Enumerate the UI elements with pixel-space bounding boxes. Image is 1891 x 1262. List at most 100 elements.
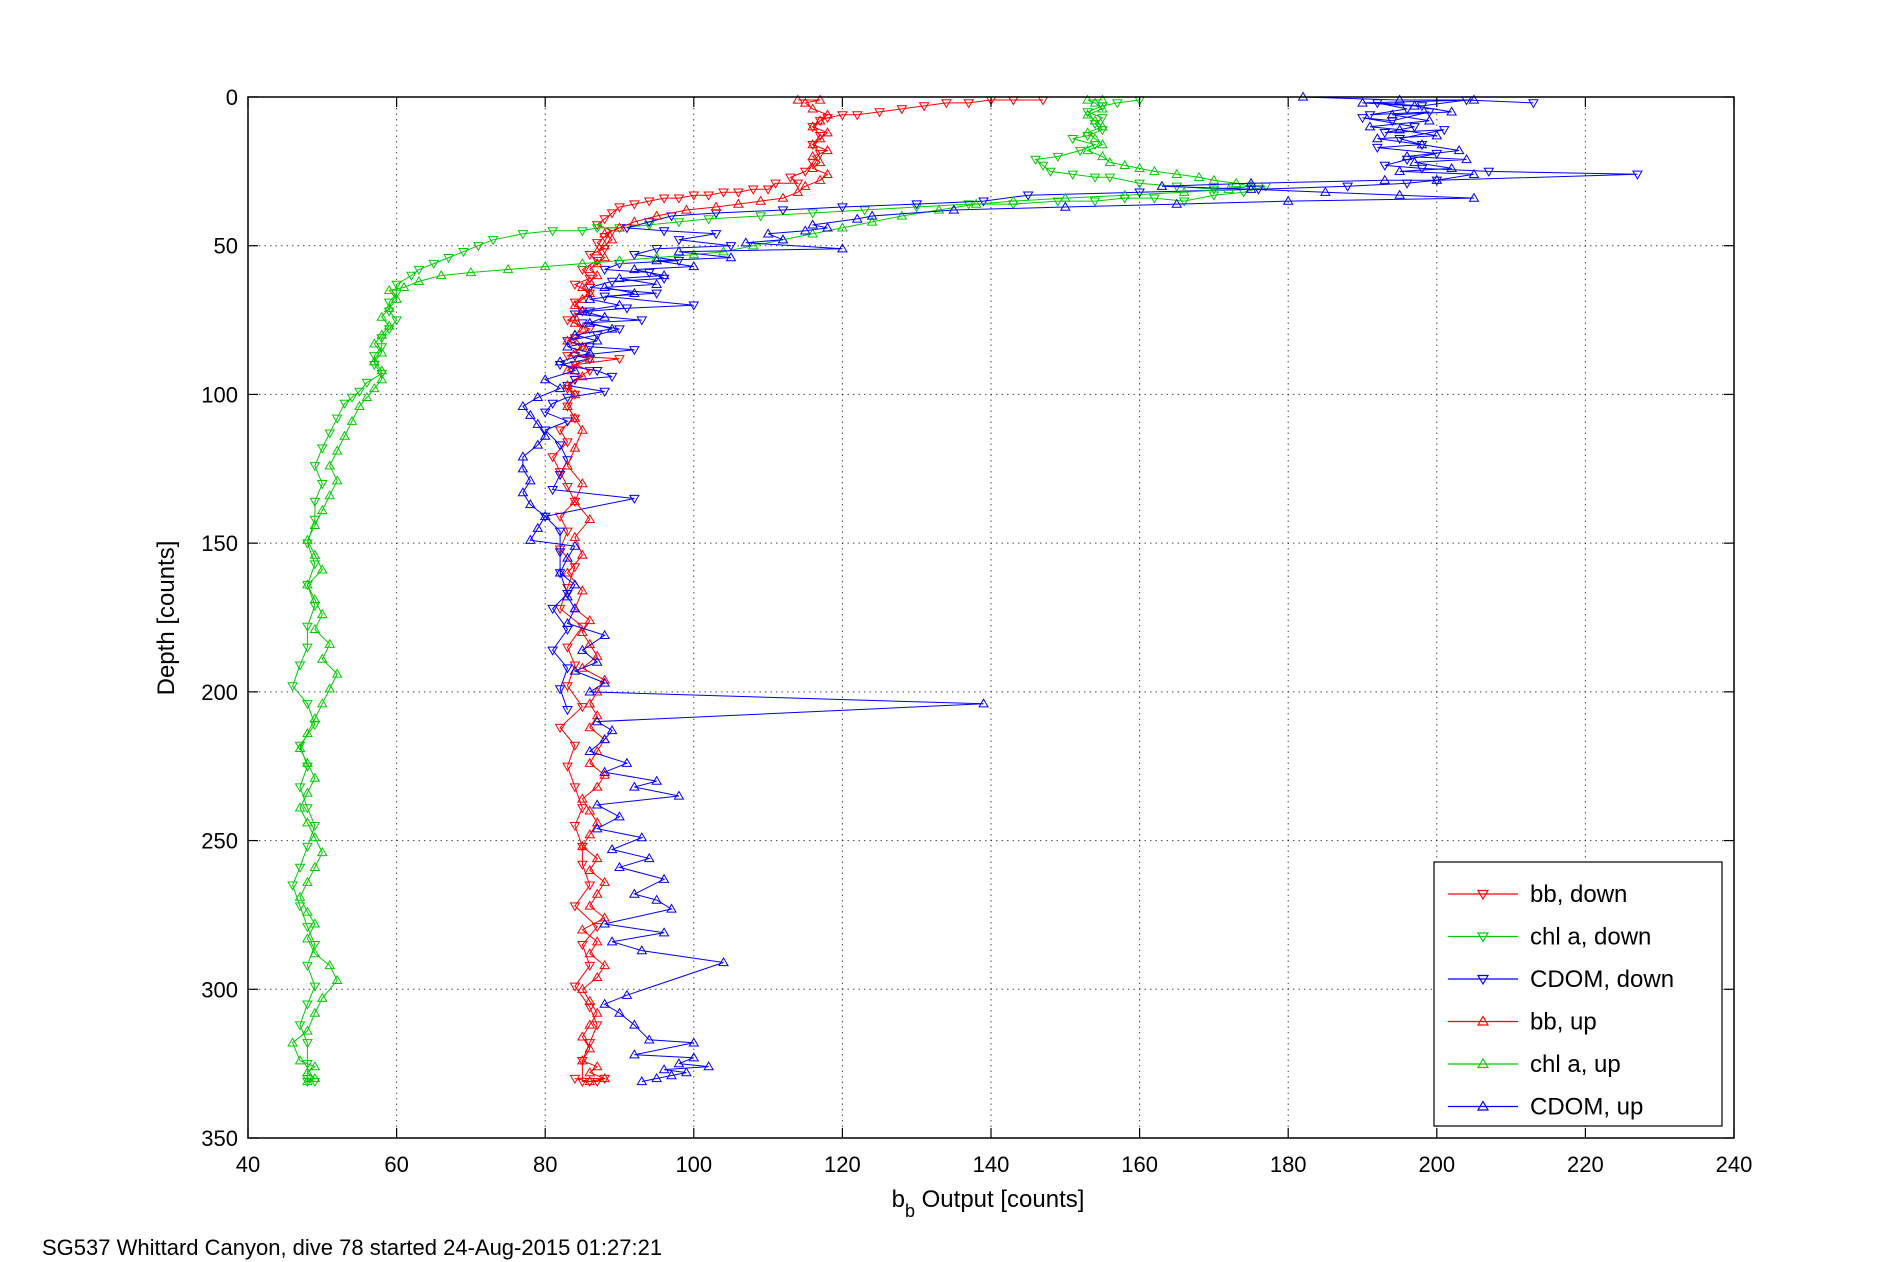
data-point <box>814 133 826 143</box>
data-point <box>554 441 566 451</box>
data-point <box>673 236 685 246</box>
data-point <box>569 783 581 793</box>
data-point <box>1416 139 1428 149</box>
x-tick-label: 180 <box>1270 1152 1307 1177</box>
series-line <box>291 99 1252 1082</box>
data-point <box>368 338 380 348</box>
data-point <box>1149 165 1160 176</box>
data-point <box>294 1055 306 1065</box>
data-point <box>643 218 655 228</box>
data-point <box>584 264 596 274</box>
data-point <box>814 115 826 125</box>
data-point <box>591 269 603 280</box>
data-point <box>1178 197 1190 207</box>
data-point <box>569 365 581 375</box>
data-point <box>576 585 588 595</box>
data-point <box>302 1039 313 1049</box>
data-point <box>584 614 596 625</box>
data-point <box>554 356 566 366</box>
x-axis-label-sub: b <box>905 1201 915 1221</box>
data-point <box>1119 159 1131 170</box>
data-point <box>978 698 989 708</box>
data-point <box>628 888 640 898</box>
data-point <box>614 255 625 265</box>
data-point <box>302 842 313 853</box>
data-point <box>1394 134 1406 145</box>
data-point <box>302 817 313 827</box>
data-point <box>1082 145 1093 155</box>
data-point <box>324 429 336 439</box>
data-point <box>636 316 648 326</box>
data-point <box>391 293 402 303</box>
data-point <box>822 109 833 119</box>
data-point <box>569 359 581 369</box>
data-point <box>1097 121 1108 131</box>
data-point <box>807 150 819 161</box>
data-point <box>354 387 365 397</box>
data-point <box>294 891 306 901</box>
data-point <box>807 139 819 149</box>
data-point <box>294 1021 306 1031</box>
data-point <box>599 228 611 238</box>
data-point <box>866 216 878 226</box>
data-point <box>591 1007 603 1017</box>
data-point <box>814 94 826 104</box>
data-point <box>562 682 573 692</box>
data-point <box>628 1049 640 1059</box>
data-point <box>302 804 313 814</box>
data-point <box>599 769 611 779</box>
data-point <box>576 424 588 434</box>
data-point <box>666 903 677 913</box>
data-point <box>614 272 625 283</box>
data-point <box>331 445 343 455</box>
data-point <box>302 906 313 916</box>
data-point <box>718 957 729 967</box>
data-point <box>391 280 402 290</box>
data-point <box>383 302 395 312</box>
data-point <box>517 400 529 410</box>
data-point <box>814 174 826 184</box>
data-point <box>435 269 447 280</box>
data-point <box>316 653 328 663</box>
data-point <box>1431 174 1443 184</box>
data-point <box>339 399 350 409</box>
data-point <box>599 766 611 776</box>
data-point <box>302 1067 313 1077</box>
data-point <box>576 1077 588 1087</box>
x-tick-label: 200 <box>1418 1152 1455 1177</box>
data-point <box>599 912 611 922</box>
data-point <box>733 188 744 198</box>
data-point <box>1632 170 1643 180</box>
data-point <box>591 224 603 234</box>
data-point <box>562 762 573 772</box>
data-point <box>1149 194 1160 204</box>
data-point <box>487 236 499 246</box>
data-point <box>576 860 588 870</box>
data-point <box>1208 191 1220 201</box>
data-point <box>628 494 640 505</box>
data-point <box>309 941 321 951</box>
data-point <box>837 111 848 121</box>
data-point <box>562 706 573 716</box>
data-point <box>554 723 566 734</box>
data-point <box>591 710 603 720</box>
data-point <box>376 329 388 339</box>
data-point <box>1468 192 1480 202</box>
data-point <box>614 1007 625 1017</box>
data-point <box>465 266 477 277</box>
series-line <box>522 96 1475 1082</box>
data-point <box>584 757 596 767</box>
data-point <box>576 841 588 851</box>
data-point <box>584 353 596 363</box>
data-point <box>591 656 603 666</box>
data-point <box>770 179 781 189</box>
data-point <box>539 408 551 418</box>
data-point <box>673 194 685 204</box>
data-point <box>1357 114 1368 124</box>
x-tick-label: 60 <box>384 1152 408 1177</box>
data-point <box>287 881 298 891</box>
data-point <box>569 414 581 424</box>
data-point <box>851 111 863 121</box>
data-point <box>814 117 826 127</box>
data-point <box>376 347 388 357</box>
